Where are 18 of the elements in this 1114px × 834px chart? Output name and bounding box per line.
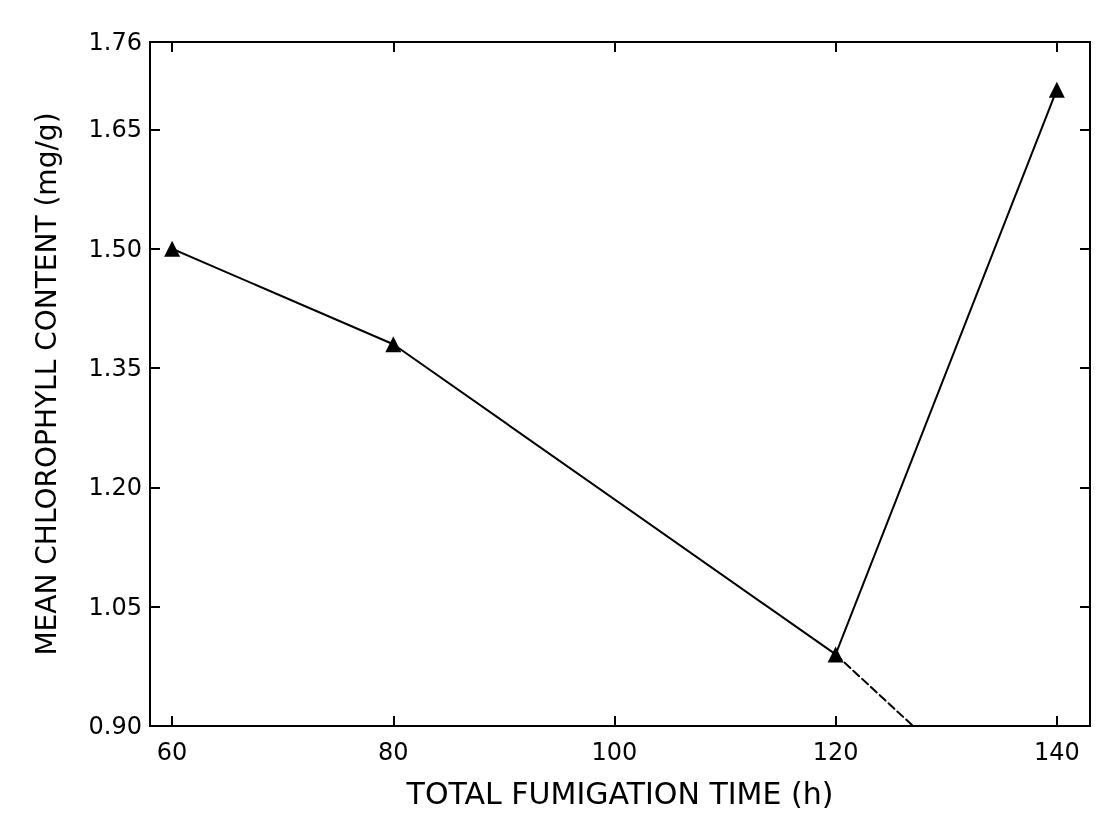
y-tick-label: 1.35 (88, 354, 142, 383)
y-axis-title: MEAN CHLOROPHYLL CONTENT (mg/g) (29, 112, 63, 656)
point (385, 336, 402, 353)
x-tick-label: 60 (156, 738, 188, 766)
y-tick-label: 1.65 (88, 115, 142, 144)
y-tick-label: 1.50 (88, 234, 142, 263)
point (1048, 81, 1065, 98)
x-tick-label: 100 (591, 738, 638, 766)
x-tick-label: 140 (1033, 738, 1080, 766)
x-tick-label: 80 (378, 738, 409, 766)
y-tick-label: 0.90 (88, 712, 142, 740)
y-tick-label: 1.05 (88, 592, 142, 621)
point (827, 646, 844, 663)
y-tick-label: 1.76 (88, 28, 142, 56)
y-tick-label: 1.20 (88, 473, 142, 502)
x-axis-title: TOTAL FUMIGATION TIME (h) (405, 775, 834, 811)
point (164, 240, 181, 257)
x-tick-label: 120 (812, 738, 859, 766)
